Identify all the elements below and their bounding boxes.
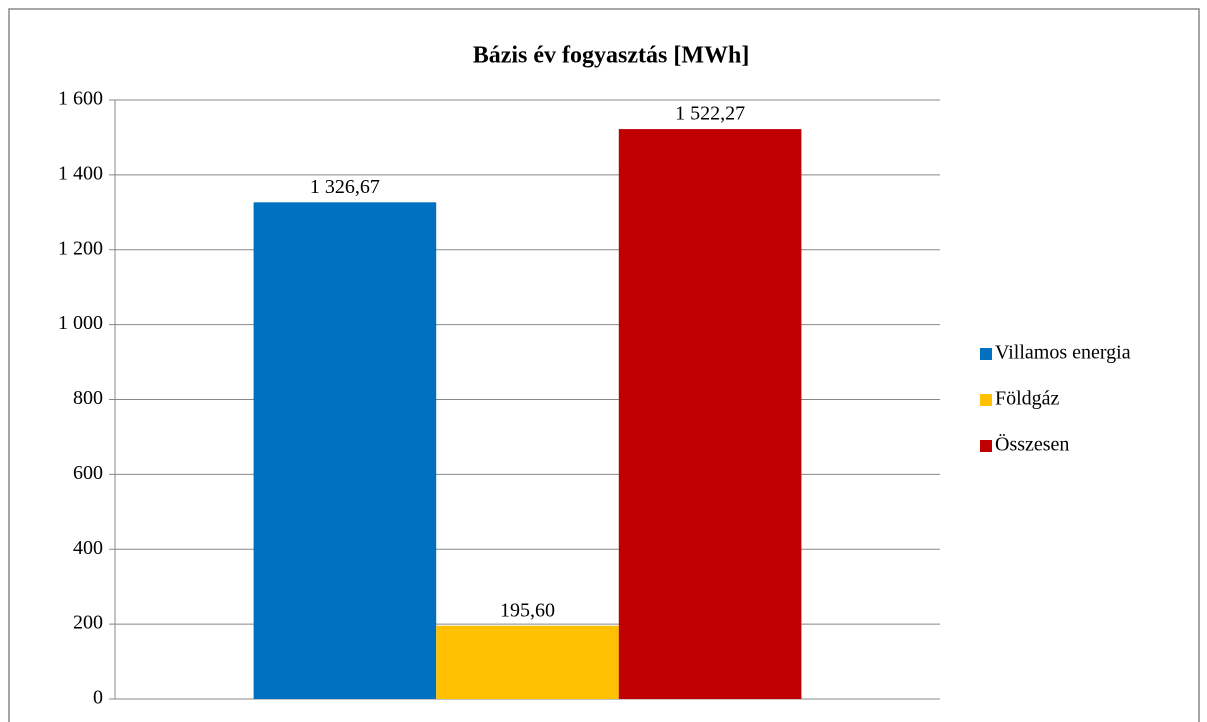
legend-label: Földgáz [995, 388, 1060, 410]
y-tick-label: 200 [73, 612, 103, 634]
legend-label: Összesen [995, 433, 1069, 456]
y-tick-label: 1 200 [58, 237, 103, 259]
legend-swatch [980, 394, 992, 406]
legend-swatch [980, 348, 992, 360]
data-label: 195,60 [500, 599, 555, 621]
chart-title: Bázis év fogyasztás [MWh] [473, 43, 750, 69]
bar [618, 129, 802, 700]
y-tick-label: 0 [93, 687, 103, 709]
bar [436, 625, 619, 699]
y-tick-label: 1 000 [58, 312, 103, 334]
chart-border [8, 8, 1200, 722]
y-tick-label: 600 [73, 462, 103, 484]
y-tick-label: 1 400 [58, 162, 103, 184]
y-tick-label: 400 [73, 537, 103, 559]
y-tick-label: 800 [73, 387, 103, 409]
legend-label: Villamos energia [995, 342, 1131, 364]
bar [253, 202, 437, 699]
y-tick-label: 1 600 [58, 88, 103, 110]
data-label: 1 522,27 [675, 103, 745, 125]
legend-swatch [980, 440, 992, 452]
data-label: 1 326,67 [310, 176, 380, 198]
